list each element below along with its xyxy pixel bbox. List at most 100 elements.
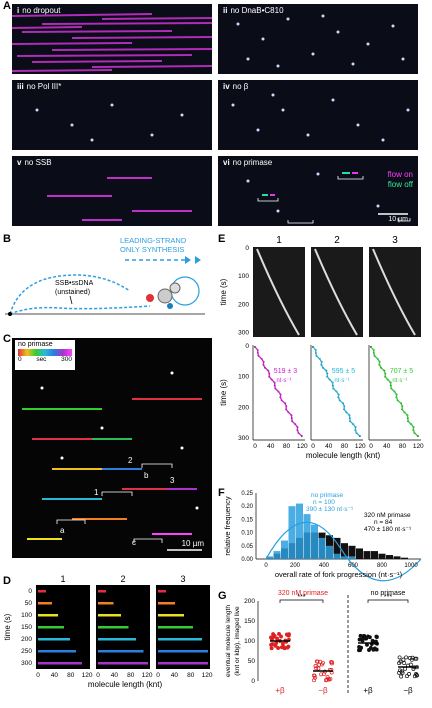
group-label: +β xyxy=(363,686,373,695)
data-point xyxy=(367,635,372,640)
x-axis-label: molecule length (knt) xyxy=(306,451,381,460)
y-tick: 150 xyxy=(244,618,255,625)
kymo-band xyxy=(98,638,136,641)
tile-label-iv: iv no β xyxy=(223,82,248,91)
hist-bar-no-primase xyxy=(326,545,333,559)
data-point xyxy=(286,633,290,638)
tile-text: no dropout xyxy=(22,6,61,15)
data-point xyxy=(364,636,369,641)
col-label-2: 2 xyxy=(334,235,340,246)
y-tick-top: 300 xyxy=(238,329,249,336)
kymograph-1 xyxy=(253,247,305,337)
kymo-band xyxy=(158,614,184,617)
hist-bar-primase xyxy=(348,545,356,559)
y-tick: 200 xyxy=(21,636,32,643)
y-tick-top: 200 xyxy=(238,301,249,308)
data-point xyxy=(281,645,286,650)
panel-f-svg: 0.00 0.05 0.10 0.15 0.20 0.25 0 200 400 600 800 100… xyxy=(223,491,422,582)
panel-e: 1 519 ± 3 nt·s⁻¹ 0 40 80 120 2 595 ± 5 nt·s⁻¹ 0 40 8… xyxy=(218,233,432,488)
x-tick: 0 xyxy=(369,443,373,450)
tile-label-v: v no SSB xyxy=(17,158,52,167)
y-tick-bottom: 100 xyxy=(238,374,249,381)
x-tick: 120 xyxy=(202,672,213,679)
sig-bracket-left xyxy=(279,599,324,603)
data-point xyxy=(319,672,324,677)
y-axis-label-2: (knt or kbp), imaged live xyxy=(234,606,241,676)
diagram-svg xyxy=(5,256,205,316)
tile-no-dropout: i no dropout xyxy=(12,4,212,74)
rate-unit: nt·s⁻¹ xyxy=(334,378,349,384)
kymo-band xyxy=(158,602,175,605)
tile-label-ii: ii no DnaB•C810 xyxy=(223,6,284,15)
x-tick: 40 xyxy=(111,672,119,679)
kymo-trace xyxy=(256,248,300,336)
x-tick: 80 xyxy=(67,672,75,679)
flow-on-label: flow on xyxy=(387,170,413,179)
data-point xyxy=(279,634,283,639)
marker-1: 1 xyxy=(94,488,99,497)
kymo-band xyxy=(98,650,144,653)
ssb-label-1: SSB•ssDNA xyxy=(55,280,94,287)
x-tick: 120 xyxy=(355,443,366,450)
col-label-1: 1 xyxy=(276,235,282,246)
data-point xyxy=(405,674,409,679)
y-axis-label-1: eventual molecule length xyxy=(225,605,232,677)
sig-right: *** xyxy=(384,594,392,601)
data-point xyxy=(361,634,366,639)
data-point xyxy=(414,672,418,676)
tile-num: vi xyxy=(223,158,230,167)
legend-n-2: n = 84 xyxy=(374,519,393,526)
overlay-image xyxy=(22,371,202,551)
colorbar-box: no primase 0 sec 300 xyxy=(15,340,75,370)
leading-label-1: LEADING-STRAND xyxy=(120,236,187,245)
tile-text: no DnaB•C810 xyxy=(230,6,284,15)
kymo-band xyxy=(38,614,58,617)
tile-text: no β xyxy=(232,82,249,91)
x-tick: 120 xyxy=(297,443,308,450)
y-axis-label: time (s) xyxy=(3,613,12,640)
kymo-band xyxy=(38,638,70,641)
y-tick: 50 xyxy=(248,658,256,665)
x-tick: 40 xyxy=(267,443,275,450)
x-tick: 80 xyxy=(127,672,135,679)
kymo-band xyxy=(38,602,52,605)
tile-num: iv xyxy=(223,82,230,91)
fit-curve-no-primase xyxy=(265,521,422,582)
x-tick: 40 xyxy=(325,443,333,450)
data-point xyxy=(277,631,281,636)
x-tick: 800 xyxy=(377,563,388,569)
hist-bar-no-primase xyxy=(288,506,296,559)
x-tick: 0 xyxy=(36,672,40,679)
tile-label-i: i no dropout xyxy=(17,6,61,15)
data-point xyxy=(374,634,379,639)
y-tick: 0.05 xyxy=(241,544,253,550)
data-point xyxy=(276,646,281,650)
kymo-band xyxy=(98,602,114,605)
scale-label-a: 10 µm xyxy=(388,216,408,223)
data-point xyxy=(320,662,324,667)
kymo-band xyxy=(98,590,106,593)
data-point xyxy=(402,661,407,666)
fit-line xyxy=(370,346,419,437)
scale-label-c: 10 µm xyxy=(181,539,204,548)
group-label: −β xyxy=(403,686,413,695)
hist-bar-primase xyxy=(363,551,371,559)
y-tick-top: 0 xyxy=(245,245,249,252)
col-label-3: 3 xyxy=(180,574,185,584)
x-axis-label: molecule length (knt) xyxy=(88,680,163,689)
data-point xyxy=(407,672,411,676)
x-tick: 80 xyxy=(283,443,291,450)
panel-e-svg: 1 519 ± 3 nt·s⁻¹ 0 40 80 120 2 595 ± 5 nt·s⁻¹ 0 40 8… xyxy=(219,235,424,460)
y-tick: 100 xyxy=(21,612,32,619)
panel-label-d: D xyxy=(3,575,11,587)
marker-c: c xyxy=(132,538,136,547)
group-label: +β xyxy=(275,686,285,695)
hist-bar-no-primase xyxy=(311,524,318,559)
data-point xyxy=(314,666,319,671)
tile-label-vi: vi no primase xyxy=(223,158,272,167)
y-axis-label-top: time (s) xyxy=(219,278,228,305)
marker-2: 2 xyxy=(128,456,133,465)
x-tick: 40 xyxy=(51,672,59,679)
x-tick: 120 xyxy=(142,672,153,679)
tile-no-primase: vi no primase flow on flow off 10 µm xyxy=(218,156,418,226)
